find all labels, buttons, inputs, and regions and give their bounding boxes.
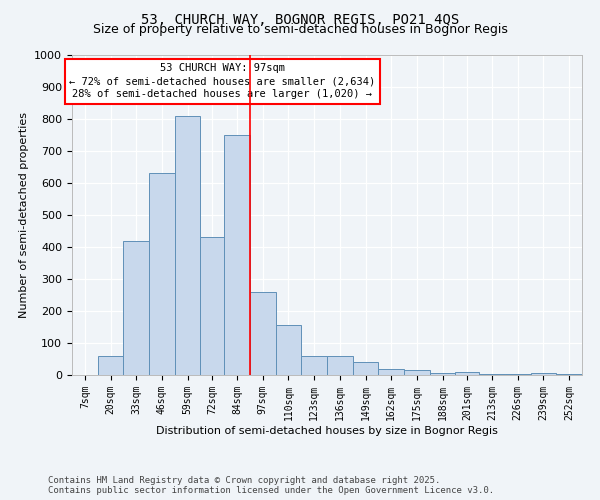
Bar [301, 356, 327, 375]
Bar [250, 292, 275, 375]
Bar [530, 374, 556, 375]
Bar [404, 370, 430, 375]
Bar [175, 116, 200, 375]
Bar [224, 135, 250, 375]
Text: 53, CHURCH WAY, BOGNOR REGIS, PO21 4QS: 53, CHURCH WAY, BOGNOR REGIS, PO21 4QS [141, 12, 459, 26]
Bar [379, 368, 404, 375]
Text: Contains HM Land Registry data © Crown copyright and database right 2025.
Contai: Contains HM Land Registry data © Crown c… [48, 476, 494, 495]
Bar [149, 174, 175, 375]
Y-axis label: Number of semi-detached properties: Number of semi-detached properties [19, 112, 29, 318]
Text: Size of property relative to semi-detached houses in Bognor Regis: Size of property relative to semi-detach… [92, 22, 508, 36]
Bar [200, 238, 224, 375]
Bar [430, 374, 455, 375]
Bar [505, 374, 530, 375]
Bar [479, 374, 505, 375]
Bar [98, 356, 124, 375]
Text: 53 CHURCH WAY: 97sqm
← 72% of semi-detached houses are smaller (2,634)
28% of se: 53 CHURCH WAY: 97sqm ← 72% of semi-detac… [70, 63, 376, 100]
X-axis label: Distribution of semi-detached houses by size in Bognor Regis: Distribution of semi-detached houses by … [156, 426, 498, 436]
Bar [556, 374, 582, 375]
Bar [275, 326, 301, 375]
Bar [353, 362, 379, 375]
Bar [455, 372, 479, 375]
Bar [124, 240, 149, 375]
Bar [327, 356, 353, 375]
